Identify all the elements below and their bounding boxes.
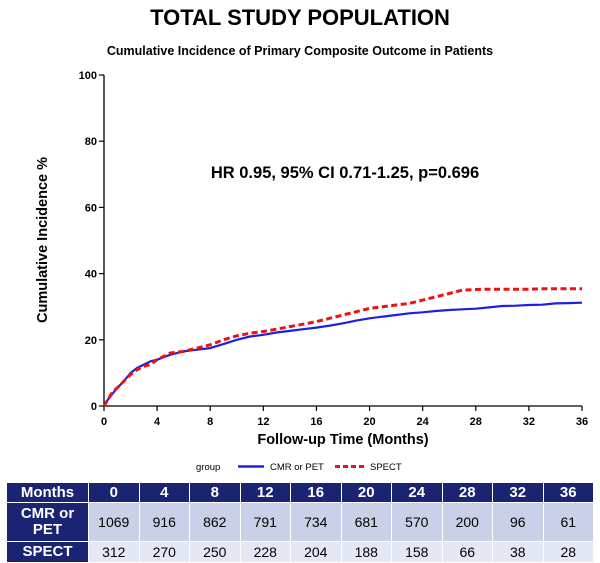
risk-month: 8: [189, 482, 241, 503]
risk-cell: 96: [492, 502, 544, 542]
risk-row-label-line2: PET: [32, 521, 63, 538]
risk-month: 20: [340, 482, 392, 503]
hr-annotation: HR 0.95, 95% CI 0.71-1.25, p=0.696: [211, 164, 479, 182]
series-line-cmr-pet: [103, 301, 583, 407]
risk-month: 36: [542, 482, 594, 503]
y-tick-label: 20: [85, 335, 97, 347]
risk-cell: 200: [441, 502, 493, 542]
risk-row-cmr-pet: CMR or PET 1069 916 862 791 734 681 570 …: [6, 502, 594, 542]
x-tick-label: 20: [363, 416, 375, 428]
legend: group CMR or PET SPECT: [196, 462, 402, 473]
x-tick-label: 4: [154, 416, 161, 428]
risk-row-label: CMR or PET: [6, 502, 89, 542]
x-tick-label: 24: [417, 416, 430, 428]
risk-row-spect: SPECT 312 270 250 228 204 188 158 66 38 …: [6, 541, 594, 563]
risk-cell: 66: [441, 541, 493, 563]
legend-label-cmr-pet: CMR or PET: [270, 462, 324, 473]
x-axis-label: Follow-up Time (Months): [257, 432, 428, 448]
risk-cell: 228: [239, 541, 291, 563]
risk-month: 0: [88, 482, 140, 503]
legend-title: group: [196, 462, 220, 473]
risk-cell: 28: [542, 541, 594, 563]
risk-month: 12: [239, 482, 291, 503]
risk-header-label: Months: [6, 482, 89, 503]
x-tick-label: 36: [576, 416, 588, 428]
chart: TOTAL STUDY POPULATION Cumulative Incide…: [35, 5, 588, 473]
risk-month: 16: [290, 482, 342, 503]
risk-month: 28: [441, 482, 493, 503]
x-tick-label: 12: [257, 416, 269, 428]
risk-cell: 204: [290, 541, 342, 563]
risk-row-label-line1: CMR or: [20, 505, 75, 522]
series-line-spect: [102, 287, 582, 407]
risk-cell: 188: [340, 541, 392, 563]
axes: 0 4 8 12 16 20 24 28 32 36 0 20 40 60 80 100: [79, 70, 588, 428]
y-tick-label: 0: [91, 401, 97, 413]
y-axis-label: Cumulative Incidence %: [35, 157, 51, 323]
page-title: TOTAL STUDY POPULATION: [150, 5, 450, 30]
risk-cell: 250: [189, 541, 241, 563]
risk-month: 4: [138, 482, 190, 503]
risk-cell: 681: [340, 502, 392, 542]
risk-month: 32: [492, 482, 544, 503]
risk-cell: 916: [138, 502, 190, 542]
risk-cell: 862: [189, 502, 241, 542]
y-tick-label: 80: [85, 136, 97, 148]
x-tick-label: 8: [207, 416, 213, 428]
risk-cell: 38: [492, 541, 544, 563]
legend-label-spect: SPECT: [370, 462, 402, 473]
risk-row-label: SPECT: [6, 541, 89, 563]
risk-cell: 791: [239, 502, 291, 542]
risk-row-label-line1: SPECT: [22, 543, 73, 560]
y-tick-label: 60: [85, 202, 97, 214]
x-tick-label: 28: [470, 416, 482, 428]
risk-cell: 312: [88, 541, 140, 563]
risk-table: Months 0 4 8 12 16 20 24 28 32 36 CMR or…: [6, 482, 594, 563]
series-layer: [102, 287, 583, 407]
risk-cell: 270: [138, 541, 190, 563]
risk-cell: 734: [290, 502, 342, 542]
y-tick-label: 40: [85, 269, 97, 281]
risk-cell: 570: [391, 502, 443, 542]
x-tick-label: 32: [523, 416, 535, 428]
risk-cell: 158: [391, 541, 443, 563]
chart-subtitle: Cumulative Incidence of Primary Composit…: [107, 44, 493, 58]
x-tick-label: 16: [310, 416, 322, 428]
y-tick-label: 100: [79, 70, 97, 82]
x-tick-label: 0: [101, 416, 107, 428]
risk-month: 24: [391, 482, 443, 503]
risk-table-header: Months 0 4 8 12 16 20 24 28 32 36: [6, 482, 594, 503]
risk-cell: 61: [542, 502, 594, 542]
risk-cell: 1069: [88, 502, 140, 542]
